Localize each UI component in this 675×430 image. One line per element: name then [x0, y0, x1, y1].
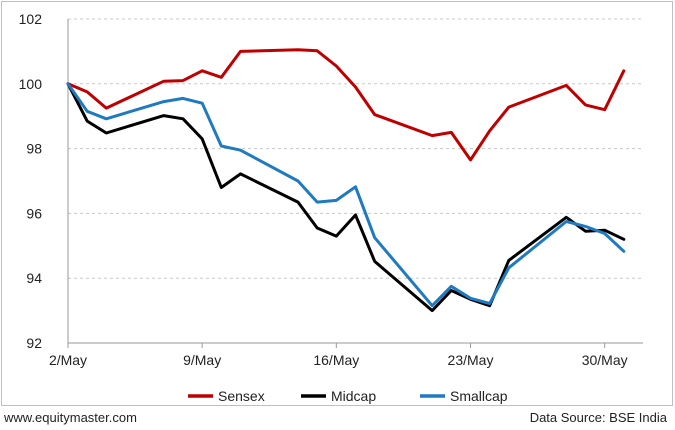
x-tick-label: 30/May [582, 352, 628, 368]
y-tick-label: 100 [19, 76, 43, 92]
series-line-midcap [66, 82, 626, 313]
line-chart: 92 94 96 98 100 102 2/May 9/May 16/May 23/May 30/M… [19, 11, 643, 404]
chart-frame [1, 1, 673, 406]
x-tick-label: 9/May [183, 352, 221, 368]
footer-website: www.equitymaster.com [4, 410, 137, 425]
legend-label-sensex: Sensex [218, 388, 265, 404]
y-tick-label: 92 [26, 335, 42, 351]
series-line-smallcap [66, 82, 626, 308]
y-tick-label: 98 [26, 141, 42, 157]
footer-data-source: Data Source: BSE India [529, 410, 667, 425]
y-tick-label: 96 [26, 205, 42, 221]
x-tick-label: 2/May [49, 352, 87, 368]
x-tick-label: 23/May [448, 352, 494, 368]
legend-label-midcap: Midcap [331, 388, 376, 404]
series-line-sensex [66, 48, 626, 162]
x-tick-label: 16/May [313, 352, 359, 368]
legend-label-smallcap: Smallcap [450, 388, 508, 404]
y-tick-label: 102 [19, 11, 43, 27]
y-tick-label: 94 [26, 270, 42, 286]
